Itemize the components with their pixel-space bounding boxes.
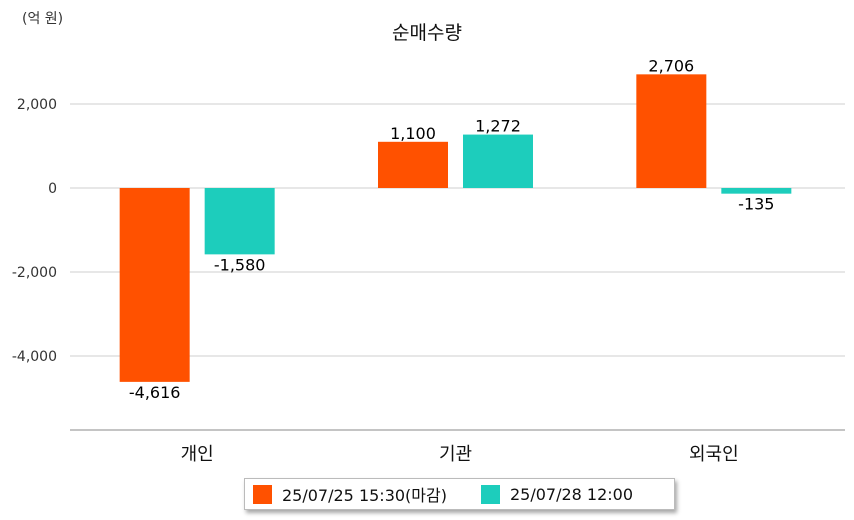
x-tick-label: 개인 [181,444,214,465]
legend-label-series-1: 25/07/25 15:30(마감) [282,486,447,505]
data-label: -4,616 [129,383,181,402]
legend-item-series-1[interactable]: 25/07/25 15:30(마감) [245,482,447,506]
y-tick-label: -2,000 [12,265,57,281]
y-tick-label: -4,000 [12,349,57,365]
data-label: 2,706 [648,56,694,75]
data-label: 1,272 [475,117,521,136]
data-label: -1,580 [214,255,266,274]
bar [378,141,448,188]
data-label: 1,100 [390,124,436,143]
bar [463,134,533,188]
data-label: -135 [738,195,774,214]
bar [119,188,190,382]
bar [721,188,792,194]
legend-swatch-series-1 [253,484,272,504]
x-tick-label: 기관 [439,444,472,465]
legend-label-series-2: 25/07/28 12:00 [509,484,634,504]
legend-swatch-series-2 [480,484,500,504]
chart-title: 순매수량 [392,22,462,44]
chart-legend: 25/07/25 15:30(마감) 25/07/28 12:00 [244,478,675,510]
legend-item-series-2[interactable]: 25/07/28 12:00 [473,484,634,504]
bar [636,74,707,188]
y-tick-label: 2,000 [17,97,57,113]
bar [204,188,275,255]
y-tick-label: 0 [48,181,57,197]
unit-label: (억 원) [22,11,64,27]
x-tick-label: 외국인 [689,444,739,465]
